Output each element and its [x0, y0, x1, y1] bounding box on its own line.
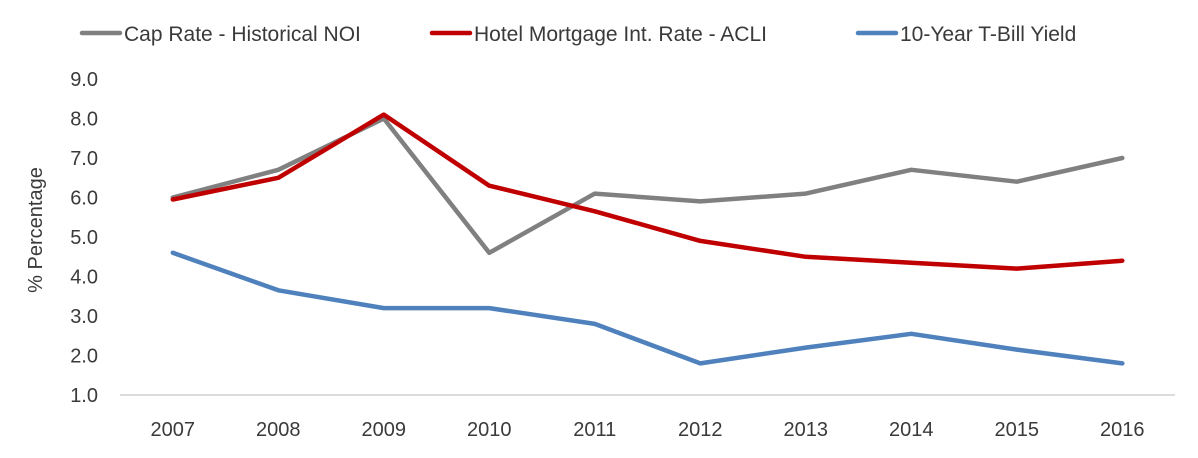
x-tick-label: 2013 — [784, 419, 829, 441]
x-tick-label: 2016 — [1100, 419, 1145, 441]
y-tick-label: 9.0 — [70, 69, 98, 91]
y-tick-label: 3.0 — [70, 306, 98, 328]
y-axis-title: % Percentage — [25, 167, 47, 293]
x-tick-label: 2011 — [573, 419, 616, 441]
y-tick-label: 1.0 — [70, 385, 98, 407]
legend-label: 10-Year T-Bill Yield — [900, 23, 1076, 46]
y-axis-ticks: 1.0 2.0 3.0 4.0 5.0 6.0 7.0 8.0 9.0 — [70, 69, 98, 407]
x-tick-label: 2008 — [256, 419, 301, 441]
x-tick-label: 2014 — [889, 419, 934, 441]
legend: Cap Rate - Historical NOI Hotel Mortgage … — [82, 23, 1076, 46]
x-tick-label: 2009 — [362, 419, 407, 441]
y-tick-label: 2.0 — [70, 346, 98, 368]
x-tick-label: 2007 — [151, 419, 196, 441]
y-tick-label: 7.0 — [70, 148, 98, 170]
y-tick-label: 6.0 — [70, 188, 98, 210]
y-tick-label: 4.0 — [70, 267, 98, 289]
series-line-3 — [173, 253, 1123, 364]
series-line-1 — [173, 119, 1123, 253]
series-line-2 — [173, 115, 1123, 269]
x-tick-label: 2015 — [995, 419, 1040, 441]
y-tick-label: 8.0 — [70, 109, 98, 131]
y-tick-label: 5.0 — [70, 227, 98, 249]
legend-label: Hotel Mortgage Int. Rate - ACLI — [474, 23, 767, 46]
x-tick-label: 2010 — [467, 419, 512, 441]
series-lines — [173, 114, 1123, 363]
x-axis-ticks: 2007 2008 2009 2010 2011 2012 2013 2014 2015 2016 — [151, 419, 1145, 441]
x-tick-label: 2012 — [678, 419, 723, 441]
legend-label: Cap Rate - Historical NOI — [124, 23, 361, 46]
